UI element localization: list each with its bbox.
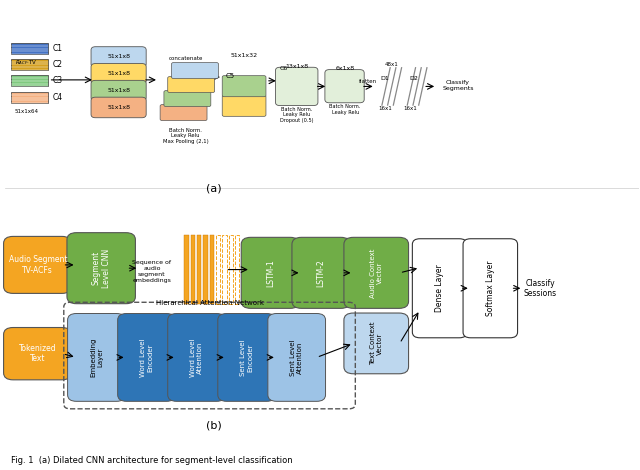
- Text: Sequence of
audio
segment
embeddings: Sequence of audio segment embeddings: [132, 260, 172, 282]
- FancyBboxPatch shape: [164, 91, 211, 107]
- Bar: [204, 235, 207, 304]
- Text: Audio Segment
TV-ACFs: Audio Segment TV-ACFs: [8, 255, 67, 274]
- Bar: [216, 235, 220, 304]
- FancyBboxPatch shape: [241, 237, 300, 308]
- Text: Sent Level
Attention: Sent Level Attention: [290, 339, 303, 376]
- Text: C4: C4: [53, 93, 63, 102]
- Bar: [228, 235, 233, 304]
- Text: Softmax Layer: Softmax Layer: [486, 260, 495, 316]
- Bar: [222, 235, 227, 304]
- Text: 51x1x32: 51x1x32: [231, 53, 258, 58]
- FancyBboxPatch shape: [268, 313, 326, 401]
- Text: Word Level
Attention: Word Level Attention: [190, 338, 203, 376]
- Text: 51x1x8: 51x1x8: [107, 105, 130, 110]
- Text: C1: C1: [53, 44, 63, 53]
- Text: Audio Context
Vector: Audio Context Vector: [370, 248, 383, 298]
- Text: 48x1: 48x1: [385, 62, 398, 67]
- Text: Classify
Segments: Classify Segments: [442, 80, 474, 91]
- FancyBboxPatch shape: [68, 313, 125, 401]
- Text: C2: C2: [53, 60, 63, 69]
- FancyBboxPatch shape: [222, 95, 266, 117]
- Text: (b): (b): [206, 421, 222, 431]
- FancyBboxPatch shape: [218, 313, 275, 401]
- Text: Batch Norm.
Leaky Relu
Dropout (0.5): Batch Norm. Leaky Relu Dropout (0.5): [280, 107, 314, 123]
- Bar: [235, 235, 239, 304]
- Bar: [191, 235, 195, 304]
- FancyBboxPatch shape: [172, 63, 218, 78]
- Text: C5: C5: [225, 73, 234, 79]
- Text: Batch Norm.
Leaky Relu: Batch Norm. Leaky Relu: [330, 104, 361, 115]
- FancyBboxPatch shape: [344, 313, 408, 374]
- Text: 6x1x8: 6x1x8: [335, 66, 355, 71]
- Text: 13x1x8: 13x1x8: [285, 64, 308, 69]
- Text: 51x1x8: 51x1x8: [107, 88, 130, 93]
- Text: C3: C3: [53, 76, 63, 86]
- FancyBboxPatch shape: [91, 63, 146, 84]
- Text: LSTM-1: LSTM-1: [266, 259, 275, 287]
- FancyBboxPatch shape: [4, 236, 72, 293]
- FancyBboxPatch shape: [4, 328, 72, 380]
- Text: Classify
Sessions: Classify Sessions: [524, 279, 557, 298]
- Text: D1: D1: [381, 76, 390, 81]
- Text: Embedding
Layer: Embedding Layer: [90, 338, 103, 377]
- Text: Text Context
Vector: Text Context Vector: [370, 321, 383, 365]
- FancyBboxPatch shape: [292, 237, 350, 308]
- Text: Sent Level
Encoder: Sent Level Encoder: [240, 339, 253, 376]
- Text: $R_{ACF}$·TV: $R_{ACF}$·TV: [15, 58, 38, 67]
- FancyBboxPatch shape: [160, 105, 207, 120]
- Bar: [197, 235, 202, 304]
- Text: (a): (a): [206, 183, 222, 193]
- Text: D2: D2: [409, 76, 418, 81]
- Bar: [209, 235, 214, 304]
- Bar: [11, 59, 48, 70]
- Bar: [184, 235, 189, 304]
- FancyBboxPatch shape: [91, 47, 146, 67]
- FancyBboxPatch shape: [168, 77, 214, 93]
- Text: 16x1: 16x1: [404, 106, 417, 111]
- Text: C6: C6: [280, 66, 288, 70]
- FancyBboxPatch shape: [222, 76, 266, 97]
- FancyBboxPatch shape: [91, 80, 146, 101]
- Text: Fig. 1  (a) Dilated CNN architecture for segment-level classification: Fig. 1 (a) Dilated CNN architecture for …: [11, 456, 293, 465]
- Text: Segment
Level CNN: Segment Level CNN: [92, 249, 111, 288]
- FancyBboxPatch shape: [325, 70, 364, 103]
- FancyBboxPatch shape: [412, 239, 467, 338]
- FancyBboxPatch shape: [463, 239, 518, 338]
- Text: flatten: flatten: [359, 79, 377, 84]
- Bar: [11, 75, 48, 86]
- Text: 16x1: 16x1: [378, 106, 392, 111]
- FancyBboxPatch shape: [275, 67, 318, 106]
- Text: 51x1x64: 51x1x64: [14, 109, 38, 114]
- FancyBboxPatch shape: [91, 97, 146, 118]
- Text: Word Level
Encoder: Word Level Encoder: [140, 338, 153, 376]
- Text: Tokenized
Text: Tokenized Text: [19, 344, 56, 363]
- FancyBboxPatch shape: [67, 233, 136, 304]
- Text: Hierarchical Attention Network: Hierarchical Attention Network: [156, 300, 264, 306]
- Bar: [11, 92, 48, 103]
- Text: 51x1x8: 51x1x8: [107, 71, 130, 76]
- FancyBboxPatch shape: [168, 313, 225, 401]
- Text: Dense Layer: Dense Layer: [435, 265, 444, 312]
- Bar: [11, 43, 48, 54]
- Text: LSTM-2: LSTM-2: [317, 259, 326, 287]
- Text: 51x1x8: 51x1x8: [107, 55, 130, 60]
- Text: Batch Norm.
Leaky Relu
Max Pooling (2,1): Batch Norm. Leaky Relu Max Pooling (2,1): [163, 127, 209, 144]
- Text: concatenate: concatenate: [168, 56, 203, 61]
- FancyBboxPatch shape: [118, 313, 175, 401]
- FancyBboxPatch shape: [344, 237, 408, 308]
